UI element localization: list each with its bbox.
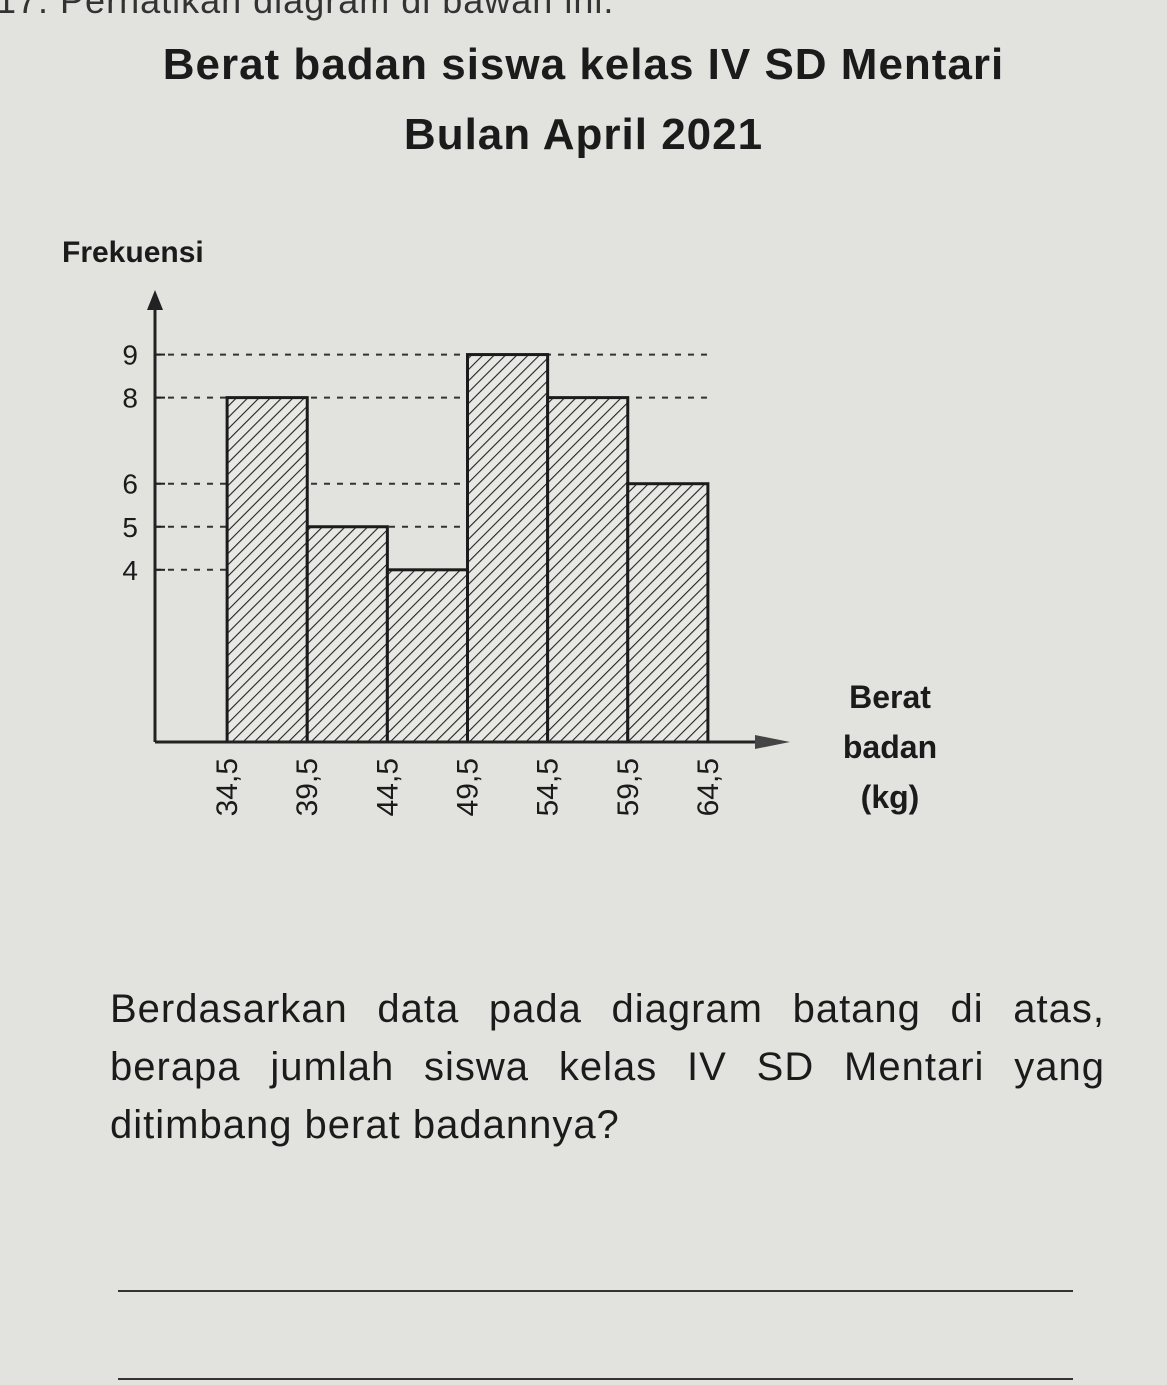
bar [385, 568, 469, 744]
y-tick-label: 9 [122, 340, 138, 371]
answer-line [118, 1378, 1073, 1380]
y-tick-label: 4 [122, 555, 138, 586]
bar [626, 482, 710, 744]
x-tick-label: 64,5 [692, 758, 725, 816]
chart-title: Berat badan siswa kelas IV SD Mentari [162, 40, 1005, 89]
y-tick-label: 6 [122, 469, 138, 500]
bar [225, 396, 309, 744]
y-tick-label: 8 [122, 383, 138, 414]
bar [305, 525, 389, 744]
answer-line [118, 1290, 1073, 1292]
x-tick-label: 44,5 [371, 758, 404, 816]
instruction: 17. Perhatikan diagram di bawah ini. [0, 0, 615, 21]
x-tick-label: 54,5 [532, 758, 565, 816]
chart-subtitle: Bulan April 2021 [403, 110, 764, 159]
y-axis-arrow [147, 290, 163, 310]
chart: Frekuensi 4 5 6 8 9 34,5 39,5 44,5 49,5 54,5 59,5 6… [62, 236, 790, 816]
x-tick-label: 34,5 [211, 758, 244, 816]
x-axis-label: Berat badan (kg) [842, 679, 938, 815]
x-tick-label: 39,5 [291, 758, 324, 816]
y-tick-label: 5 [122, 512, 138, 543]
x-tick-label: 49,5 [452, 758, 485, 816]
x-axis-arrow [755, 735, 790, 749]
bar [466, 353, 550, 744]
bar [546, 396, 630, 744]
y-axis-label: Frekuensi [62, 236, 204, 269]
question: Berdasarkan data pada diagram batang di … [110, 987, 1105, 1147]
x-tick-label: 59,5 [612, 758, 645, 816]
